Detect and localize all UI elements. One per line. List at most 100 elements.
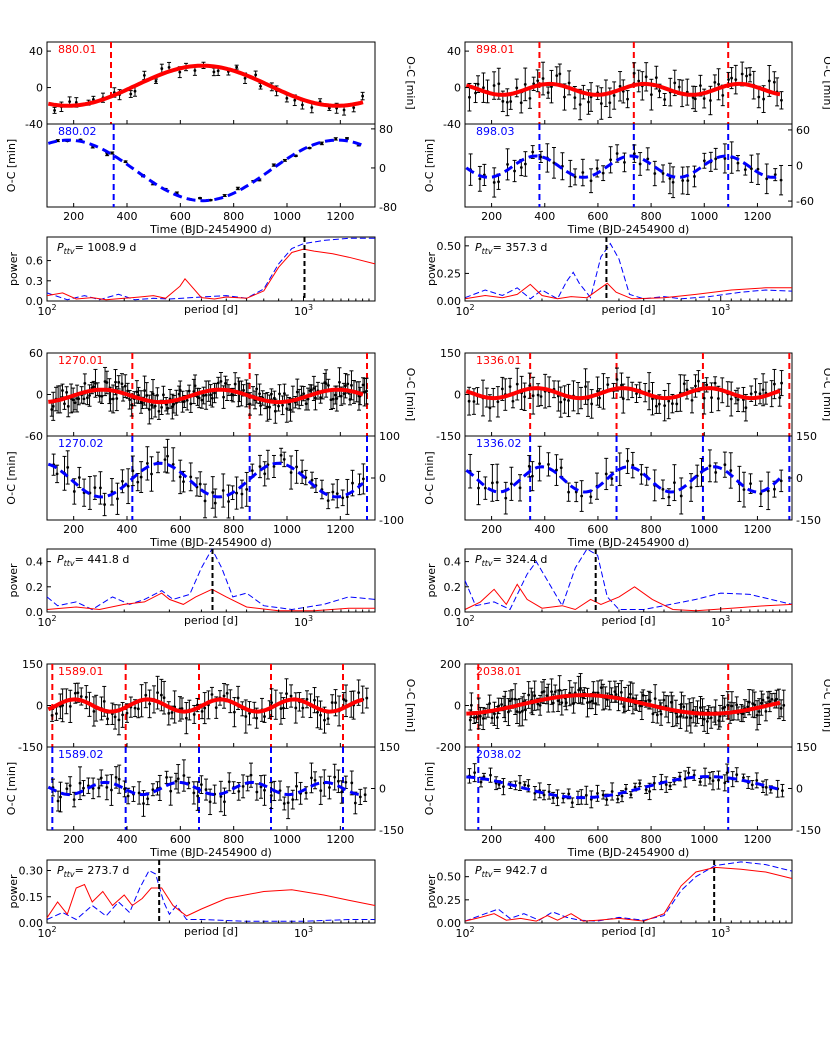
data-point (667, 399, 671, 403)
data-point (475, 715, 478, 719)
data-point (88, 394, 91, 397)
data-point (601, 793, 605, 797)
x-tick-label: 400 (117, 833, 138, 846)
y-axis-label-left: O-C [min] (423, 139, 436, 192)
data-point (599, 102, 603, 105)
data-point (350, 383, 353, 387)
data-point (496, 400, 500, 404)
data-point (333, 775, 337, 779)
data-point (596, 791, 599, 795)
data-point (77, 476, 81, 479)
data-point (658, 89, 661, 93)
x-tick-label: 102 (37, 303, 56, 318)
data-point (115, 397, 119, 400)
data-point (584, 793, 588, 797)
data-point (624, 787, 628, 791)
data-point (133, 706, 137, 710)
data-point (550, 690, 553, 694)
data-point (635, 392, 638, 396)
data-point (77, 397, 81, 401)
data-point (589, 179, 593, 183)
data-point (468, 718, 472, 722)
y-tick-label: 150 (796, 741, 817, 754)
data-point (351, 481, 354, 485)
y-tick-label: 0 (454, 700, 461, 713)
x-axis-label: Time (BJD-2454900 d) (567, 846, 690, 859)
y-tick-label: 0.4 (26, 556, 44, 569)
data-point (705, 383, 709, 387)
data-point (740, 72, 744, 76)
data-point (742, 488, 746, 492)
x-tick-label: 400 (117, 523, 138, 536)
data-point (757, 95, 761, 99)
data-point (146, 797, 150, 801)
y-tick-label: 200 (440, 658, 461, 671)
y-tick-label: 60 (796, 124, 810, 137)
data-point (558, 72, 562, 76)
data-point (365, 389, 368, 393)
x-tick-label: 800 (641, 210, 662, 223)
data-point (708, 464, 712, 468)
data-point (198, 482, 202, 486)
data-point (488, 406, 492, 410)
data-point (126, 794, 130, 798)
data-point (248, 402, 252, 406)
x-axis-label: period [d] (601, 925, 655, 938)
x-tick-label: 103 (711, 925, 730, 940)
data-point (110, 151, 114, 155)
data-point (128, 398, 132, 402)
x-tick-label: 1000 (273, 833, 301, 846)
data-point (775, 697, 779, 701)
planet-label: 1336.02 (476, 437, 522, 450)
data-point (224, 381, 227, 385)
data-point (581, 171, 585, 174)
data-point (714, 471, 718, 474)
x-axis-label: Time (BJD-2454900 d) (567, 536, 690, 549)
power-curve-inner (464, 282, 792, 300)
data-point (667, 495, 671, 499)
x-tick-label: 400 (117, 210, 138, 223)
data-point (73, 401, 77, 405)
data-point (564, 701, 568, 705)
data-point (144, 693, 148, 697)
data-point (214, 706, 218, 710)
x-tick-label: 1200 (326, 210, 354, 223)
y-tick-label: 0 (379, 783, 386, 796)
data-point (141, 401, 144, 405)
data-point (478, 177, 482, 181)
data-point (726, 703, 730, 707)
data-point (285, 692, 288, 696)
planet-label: 898.01 (476, 43, 515, 56)
data-point (751, 702, 755, 705)
data-point (200, 710, 204, 713)
data-point (655, 713, 659, 717)
y-tick-label: 0 (379, 472, 386, 485)
data-point (531, 150, 535, 154)
data-point (235, 65, 239, 69)
data-point (350, 781, 354, 785)
data-point (83, 382, 87, 385)
data-point (596, 389, 599, 393)
data-point (291, 798, 295, 802)
data-point (71, 398, 75, 402)
y-tick-label: 0.4 (444, 556, 462, 569)
power-curve-inner (464, 583, 793, 612)
data-point (330, 701, 334, 704)
data-point (657, 402, 661, 406)
data-point (773, 382, 776, 386)
data-point (295, 465, 298, 469)
data-point (147, 408, 151, 411)
data-point (673, 81, 677, 85)
data-point (709, 99, 712, 102)
data-point (638, 704, 642, 708)
data-point (573, 175, 577, 179)
data-point (587, 100, 590, 104)
data-point (167, 66, 171, 69)
ttv-panel-2-outer: 1270.02 -100 0 100 200 400 600 800 1000 1200 (46, 430, 404, 536)
data-point (55, 472, 59, 476)
data-point (761, 388, 765, 392)
data-point (779, 479, 783, 483)
data-point (204, 788, 208, 791)
data-point (245, 487, 249, 491)
